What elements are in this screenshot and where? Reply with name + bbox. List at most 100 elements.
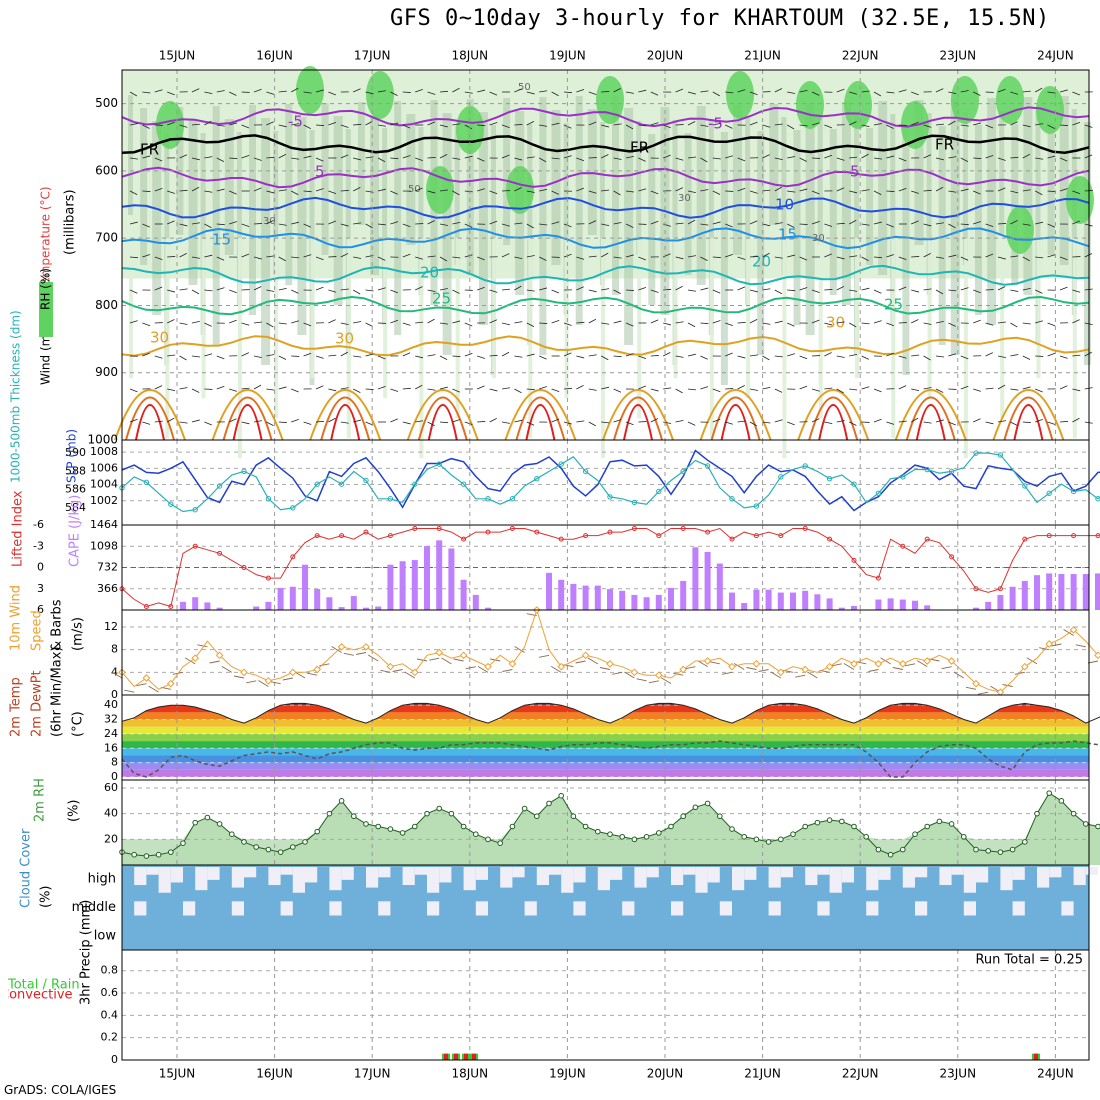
wind-barb [551, 91, 559, 97]
li-axis-label: Lifted Index [11, 490, 26, 567]
wind-barb [191, 320, 200, 324]
temp-axis-label-3: (6hr Min/Max) [50, 647, 65, 737]
wind-barb [935, 320, 944, 324]
wind-barb [365, 353, 374, 357]
wind-barb [687, 190, 696, 194]
rh-shade-streak [891, 238, 896, 439]
wind-barb [241, 421, 250, 425]
wind-barb [737, 420, 746, 423]
date-tick-top: 19JUN [549, 49, 586, 63]
wind-barb [861, 386, 870, 390]
wind-barb [191, 419, 200, 423]
wind-barb [625, 190, 634, 193]
cape-bar [424, 546, 430, 610]
cloud-axis-label: Cloud Cover [19, 828, 34, 908]
wind-barb [563, 388, 573, 390]
wind-barb [526, 156, 535, 159]
wind-barb [774, 222, 783, 225]
wind-barb [575, 660, 586, 664]
wind-barb [340, 253, 349, 258]
wind-barb [229, 221, 237, 225]
wind-speed-point [898, 660, 907, 668]
wind-speed-point [1069, 626, 1078, 634]
wind-barb [687, 388, 696, 391]
wind-barb [1047, 91, 1056, 94]
wind-barb [551, 320, 560, 324]
precip-axis-label: 3hr Precip (mm) [79, 900, 94, 1005]
temperature-band [122, 762, 1089, 770]
wind-barb [588, 421, 596, 427]
cloud-middle-gap [817, 901, 830, 916]
thickness-point [948, 468, 955, 475]
wind-barb [935, 256, 944, 259]
wind-barb [923, 124, 932, 128]
wind-barb [985, 124, 994, 129]
thickness-point [729, 496, 735, 502]
cloud-middle-gap [768, 901, 781, 916]
cape-bar [375, 606, 382, 610]
wind-barb [1022, 223, 1031, 226]
cape-bar [204, 602, 211, 610]
wind-barb [985, 352, 994, 357]
wind-barb [687, 156, 696, 159]
wind-barb [749, 388, 758, 391]
rh-shade-streak [709, 238, 714, 439]
wind-barb [167, 256, 176, 258]
li-tick-label: 3 [37, 582, 44, 595]
rh-shade-mid [575, 96, 583, 325]
wind-barb [873, 157, 882, 160]
wind-barb [588, 354, 597, 357]
rh-shade-mid [382, 128, 388, 325]
wind-barb [697, 660, 708, 668]
hot-isotherm-arch [1013, 404, 1044, 441]
wind-barb [973, 157, 982, 159]
rh-shade-mid [394, 101, 402, 335]
wind-barb [514, 256, 523, 260]
wind-barb [601, 252, 609, 258]
wind-barb [266, 121, 274, 126]
rh-point [509, 823, 516, 830]
wind-barb [836, 256, 845, 260]
wind-barb [613, 289, 621, 294]
wind-barb [278, 386, 287, 390]
rh-shade-streak [855, 238, 859, 379]
rh-shade-mid [454, 126, 460, 265]
rh-point [814, 819, 821, 826]
wind-barb [477, 256, 485, 261]
wind-barb [452, 123, 461, 126]
wind-barb [843, 663, 855, 670]
wind-barb [266, 190, 275, 194]
wind-barb [142, 322, 151, 327]
rh-shade-mid [599, 122, 605, 285]
wind-barb [191, 88, 200, 93]
rh-point [607, 831, 613, 838]
wind-barb [997, 286, 1006, 291]
wind-barb [353, 321, 362, 324]
wind-barb [452, 289, 460, 294]
wind-barb [427, 289, 436, 293]
cloud-high-gap [805, 867, 818, 886]
wind-barb [167, 91, 175, 96]
rh-shade-mid [1047, 123, 1055, 255]
rh-point [729, 826, 735, 832]
wind-barb [415, 157, 423, 161]
isotherm-label: FR [630, 139, 649, 157]
rh-shade-streak [165, 238, 170, 439]
temperature-band [122, 769, 1089, 777]
wind-barb [1035, 123, 1044, 126]
cape-bar [289, 586, 296, 610]
wind-barb [229, 319, 237, 324]
cloud-high-gap [744, 867, 757, 880]
cloud-middle-gap [475, 901, 488, 916]
wind-barb [663, 154, 671, 159]
rh-shade-streak [963, 238, 968, 459]
wind-barb [746, 667, 757, 670]
rh-shade-streak [637, 238, 642, 419]
wind-barb [439, 189, 448, 192]
wind-barb [660, 677, 672, 685]
wind-barb [377, 355, 386, 360]
cloud-middle-gap [231, 901, 244, 916]
wind-barb [712, 289, 721, 294]
wind-barb [266, 322, 274, 328]
wind-speed-point [191, 654, 200, 662]
